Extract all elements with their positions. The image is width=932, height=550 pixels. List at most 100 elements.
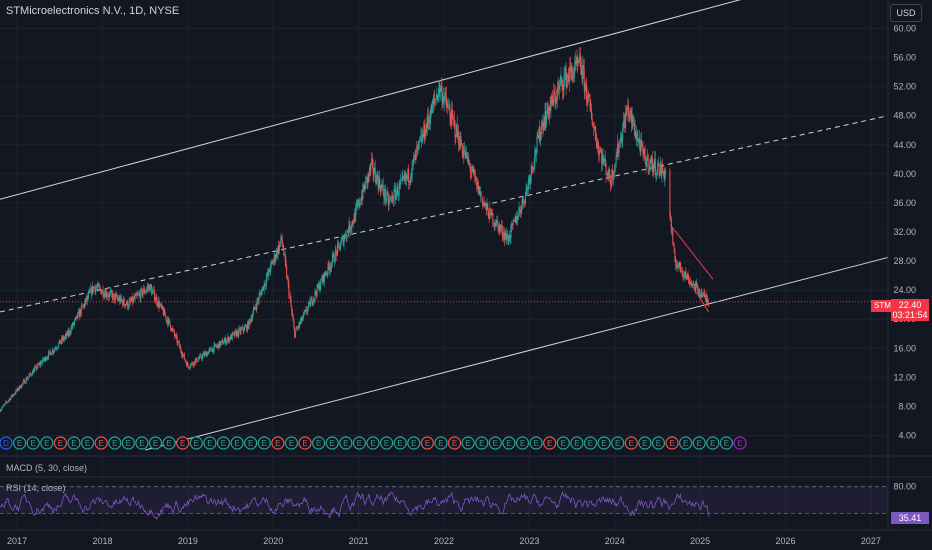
candle-body <box>409 180 411 182</box>
event-marker[interactable]: E <box>189 436 203 450</box>
event-marker[interactable]: E <box>515 436 530 450</box>
event-marker[interactable]: E <box>706 436 720 450</box>
candle-body <box>563 76 565 91</box>
event-marker-label: E <box>574 439 579 448</box>
event-marker[interactable]: E <box>407 436 421 450</box>
event-marker[interactable]: E <box>176 436 190 450</box>
event-marker[interactable]: E <box>67 436 81 450</box>
candle-body <box>330 266 332 268</box>
candle-body <box>641 140 643 143</box>
event-marker[interactable]: E <box>420 436 434 450</box>
event-marker[interactable]: E <box>94 436 108 450</box>
event-marker[interactable]: E <box>434 436 448 450</box>
candle-body <box>655 173 657 175</box>
event-marker[interactable]: E <box>108 436 122 450</box>
event-marker-label: E <box>370 439 375 448</box>
candle-body <box>321 279 323 282</box>
candle-body <box>461 146 463 154</box>
event-marker[interactable]: E <box>203 436 217 450</box>
event-marker[interactable]: E <box>40 436 54 450</box>
candle-body <box>69 332 71 334</box>
event-marker[interactable]: E <box>624 436 638 450</box>
candle-body <box>328 266 330 271</box>
trendline[interactable] <box>669 224 714 280</box>
event-marker[interactable]: E <box>475 436 489 450</box>
event-marker[interactable]: E <box>244 436 258 450</box>
event-marker[interactable]: E <box>679 436 693 450</box>
candle-body <box>138 293 140 295</box>
trendline[interactable] <box>0 115 889 313</box>
event-marker[interactable]: D <box>0 436 13 450</box>
candle-body <box>241 326 243 329</box>
event-marker[interactable]: E <box>733 436 747 450</box>
event-marker[interactable]: E <box>216 436 231 450</box>
event-marker[interactable]: E <box>121 436 135 450</box>
event-marker[interactable]: E <box>597 436 611 450</box>
event-marker[interactable]: E <box>651 436 666 450</box>
event-marker[interactable]: E <box>12 436 27 450</box>
event-marker[interactable]: E <box>529 436 543 450</box>
event-marker[interactable]: E <box>379 436 394 450</box>
event-marker[interactable]: E <box>271 436 285 450</box>
event-marker[interactable]: E <box>543 436 557 450</box>
event-marker[interactable]: E <box>26 436 40 450</box>
candle-body <box>101 289 103 293</box>
candle-body <box>238 328 240 336</box>
candle-body <box>170 329 172 331</box>
event-marker[interactable]: E <box>148 436 163 450</box>
event-marker[interactable]: E <box>339 436 353 450</box>
event-marker[interactable]: E <box>393 436 407 450</box>
event-marker[interactable]: E <box>502 436 516 450</box>
candle-body <box>256 300 258 309</box>
candle-body <box>51 350 53 355</box>
currency-button[interactable]: USD <box>890 4 922 22</box>
candle-body <box>690 281 692 284</box>
event-marker[interactable]: E <box>366 436 380 450</box>
candle-body <box>348 222 350 234</box>
event-marker[interactable]: E <box>230 436 244 450</box>
event-marker[interactable]: E <box>352 436 367 450</box>
candle-body <box>469 162 471 166</box>
candle-body <box>40 362 42 365</box>
candle-body <box>432 101 434 114</box>
event-marker[interactable]: E <box>447 436 462 450</box>
trendline[interactable] <box>145 256 889 451</box>
event-marker[interactable]: E <box>665 436 679 450</box>
event-marker[interactable]: E <box>284 436 299 450</box>
event-marker[interactable]: E <box>135 436 149 450</box>
event-marker[interactable]: E <box>556 436 570 450</box>
event-marker[interactable]: E <box>719 436 734 450</box>
event-marker[interactable]: E <box>638 436 652 450</box>
event-marker[interactable]: E <box>53 436 67 450</box>
event-marker[interactable]: E <box>461 436 475 450</box>
candle-body <box>164 309 166 316</box>
event-marker[interactable]: E <box>488 436 502 450</box>
candle-body <box>556 88 558 100</box>
candle-body <box>122 298 124 306</box>
candle-body <box>298 322 300 328</box>
candle-body <box>487 204 489 210</box>
candle-body <box>171 328 173 331</box>
candle-body <box>479 186 481 195</box>
event-marker[interactable]: E <box>692 436 706 450</box>
rsi-label[interactable]: RSI (14, close) <box>6 483 66 493</box>
event-marker[interactable]: E <box>162 436 176 450</box>
candle-body <box>403 177 405 179</box>
event-marker[interactable]: E <box>80 436 95 450</box>
candle-body <box>638 138 640 144</box>
candle-body <box>297 327 299 329</box>
candle-body <box>659 172 661 176</box>
event-marker[interactable]: E <box>312 436 326 450</box>
candle-body <box>294 331 296 338</box>
macd-label[interactable]: MACD (5, 30, close) <box>6 463 88 473</box>
trendline[interactable] <box>0 0 760 200</box>
event-marker[interactable]: E <box>583 436 598 450</box>
candle-body <box>323 272 325 283</box>
event-marker[interactable]: E <box>570 436 584 450</box>
event-marker[interactable]: E <box>611 436 625 450</box>
event-marker[interactable]: E <box>325 436 339 450</box>
event-marker[interactable]: E <box>257 436 271 450</box>
event-marker[interactable]: E <box>298 436 312 450</box>
symbol-title[interactable]: STMicroelectronics N.V., 1D, NYSE <box>6 5 180 17</box>
